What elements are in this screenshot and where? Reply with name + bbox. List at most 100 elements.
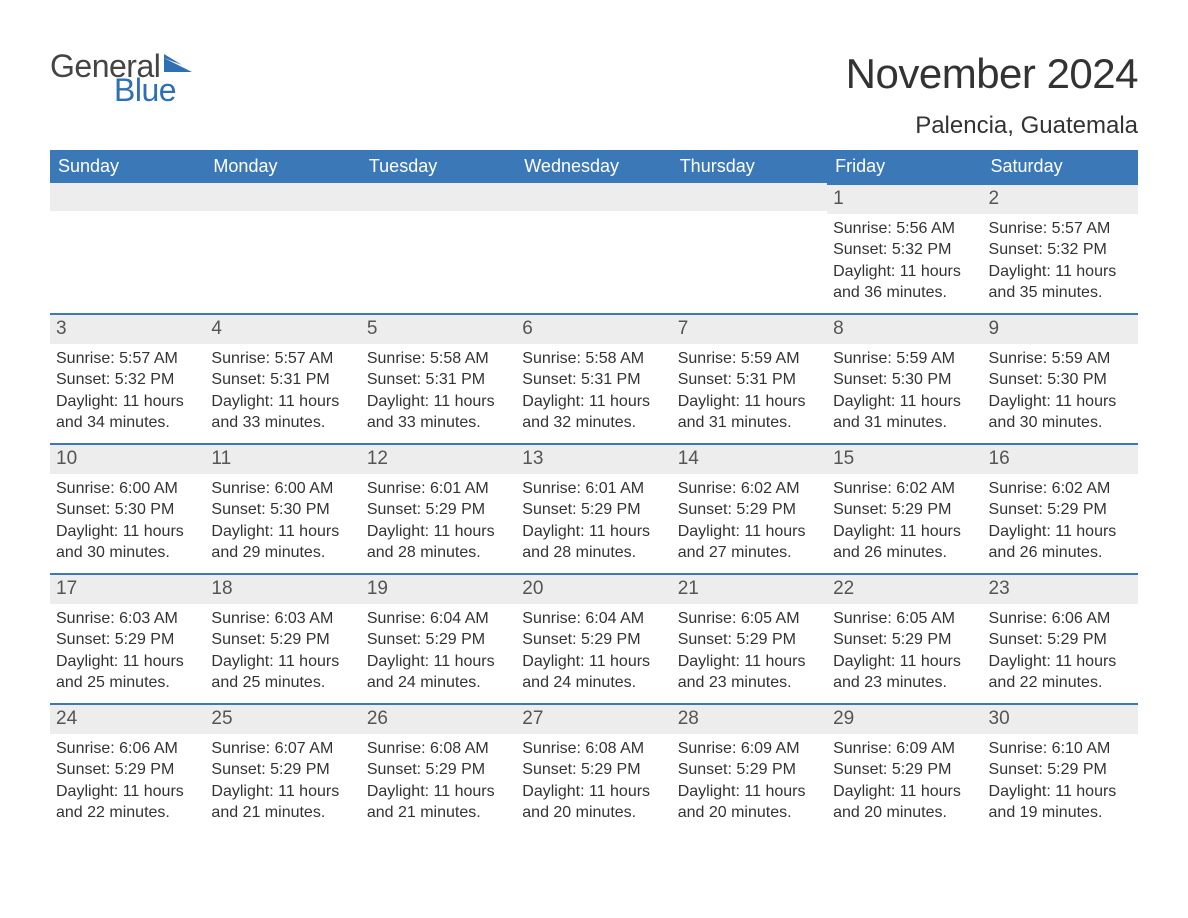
dl2-line: and 25 minutes. bbox=[211, 672, 354, 694]
sunrise-line: Sunrise: 5:59 AM bbox=[833, 348, 976, 370]
calendar-day-cell: 11Sunrise: 6:00 AMSunset: 5:30 PMDayligh… bbox=[205, 443, 360, 573]
day-number: 20 bbox=[516, 573, 671, 604]
sunset-line: Sunset: 5:29 PM bbox=[367, 629, 510, 651]
day-number: 14 bbox=[672, 443, 827, 474]
day-number: 12 bbox=[361, 443, 516, 474]
calendar-week-row: 1Sunrise: 5:56 AMSunset: 5:32 PMDaylight… bbox=[50, 183, 1138, 313]
dl2-line: and 21 minutes. bbox=[367, 802, 510, 824]
empty-day-bar bbox=[672, 183, 827, 211]
sunset-line: Sunset: 5:32 PM bbox=[989, 239, 1132, 261]
weekday-header: Sunday bbox=[50, 150, 205, 183]
dl1-line: Daylight: 11 hours bbox=[989, 781, 1132, 803]
sunrise-line: Sunrise: 6:07 AM bbox=[211, 738, 354, 760]
calendar-week-row: 10Sunrise: 6:00 AMSunset: 5:30 PMDayligh… bbox=[50, 443, 1138, 573]
sunset-line: Sunset: 5:29 PM bbox=[211, 629, 354, 651]
sunrise-line: Sunrise: 6:00 AM bbox=[211, 478, 354, 500]
calendar-day-cell: 2Sunrise: 5:57 AMSunset: 5:32 PMDaylight… bbox=[983, 183, 1138, 313]
day-details: Sunrise: 6:09 AMSunset: 5:29 PMDaylight:… bbox=[672, 734, 827, 830]
sunset-line: Sunset: 5:30 PM bbox=[211, 499, 354, 521]
sunrise-line: Sunrise: 5:59 AM bbox=[989, 348, 1132, 370]
sunrise-line: Sunrise: 6:08 AM bbox=[367, 738, 510, 760]
sunset-line: Sunset: 5:29 PM bbox=[367, 499, 510, 521]
dl1-line: Daylight: 11 hours bbox=[989, 651, 1132, 673]
day-number: 11 bbox=[205, 443, 360, 474]
dl1-line: Daylight: 11 hours bbox=[56, 521, 199, 543]
day-details: Sunrise: 5:59 AMSunset: 5:30 PMDaylight:… bbox=[983, 344, 1138, 440]
dl2-line: and 19 minutes. bbox=[989, 802, 1132, 824]
day-number: 24 bbox=[50, 703, 205, 734]
sunrise-line: Sunrise: 5:57 AM bbox=[211, 348, 354, 370]
day-details: Sunrise: 6:01 AMSunset: 5:29 PMDaylight:… bbox=[516, 474, 671, 570]
calendar-day-cell: 29Sunrise: 6:09 AMSunset: 5:29 PMDayligh… bbox=[827, 703, 982, 833]
day-details: Sunrise: 6:05 AMSunset: 5:29 PMDaylight:… bbox=[672, 604, 827, 700]
sunrise-line: Sunrise: 5:57 AM bbox=[989, 218, 1132, 240]
sunset-line: Sunset: 5:29 PM bbox=[833, 759, 976, 781]
empty-day-bar bbox=[516, 183, 671, 211]
day-number: 7 bbox=[672, 313, 827, 344]
dl2-line: and 20 minutes. bbox=[678, 802, 821, 824]
sunrise-line: Sunrise: 6:10 AM bbox=[989, 738, 1132, 760]
calendar-day-cell: 20Sunrise: 6:04 AMSunset: 5:29 PMDayligh… bbox=[516, 573, 671, 703]
day-number: 21 bbox=[672, 573, 827, 604]
sunrise-line: Sunrise: 5:58 AM bbox=[522, 348, 665, 370]
day-details: Sunrise: 5:57 AMSunset: 5:32 PMDaylight:… bbox=[983, 214, 1138, 310]
dl1-line: Daylight: 11 hours bbox=[833, 391, 976, 413]
dl1-line: Daylight: 11 hours bbox=[989, 391, 1132, 413]
day-details: Sunrise: 5:59 AMSunset: 5:31 PMDaylight:… bbox=[672, 344, 827, 440]
sunset-line: Sunset: 5:30 PM bbox=[56, 499, 199, 521]
weekday-header: Monday bbox=[205, 150, 360, 183]
month-title: November 2024 bbox=[846, 50, 1138, 98]
sunrise-line: Sunrise: 6:04 AM bbox=[367, 608, 510, 630]
dl1-line: Daylight: 11 hours bbox=[56, 781, 199, 803]
sunrise-line: Sunrise: 6:06 AM bbox=[989, 608, 1132, 630]
day-details: Sunrise: 5:59 AMSunset: 5:30 PMDaylight:… bbox=[827, 344, 982, 440]
sunrise-line: Sunrise: 6:05 AM bbox=[833, 608, 976, 630]
day-details: Sunrise: 5:56 AMSunset: 5:32 PMDaylight:… bbox=[827, 214, 982, 310]
dl1-line: Daylight: 11 hours bbox=[56, 651, 199, 673]
sunset-line: Sunset: 5:31 PM bbox=[522, 369, 665, 391]
sunset-line: Sunset: 5:31 PM bbox=[678, 369, 821, 391]
calendar-day-cell: 21Sunrise: 6:05 AMSunset: 5:29 PMDayligh… bbox=[672, 573, 827, 703]
dl1-line: Daylight: 11 hours bbox=[211, 391, 354, 413]
sunset-line: Sunset: 5:29 PM bbox=[56, 759, 199, 781]
day-details: Sunrise: 6:00 AMSunset: 5:30 PMDaylight:… bbox=[50, 474, 205, 570]
sunrise-line: Sunrise: 6:00 AM bbox=[56, 478, 199, 500]
sunset-line: Sunset: 5:29 PM bbox=[522, 759, 665, 781]
day-details: Sunrise: 6:08 AMSunset: 5:29 PMDaylight:… bbox=[361, 734, 516, 830]
sunset-line: Sunset: 5:29 PM bbox=[833, 499, 976, 521]
day-number: 22 bbox=[827, 573, 982, 604]
day-details: Sunrise: 6:04 AMSunset: 5:29 PMDaylight:… bbox=[516, 604, 671, 700]
calendar-day-cell: 7Sunrise: 5:59 AMSunset: 5:31 PMDaylight… bbox=[672, 313, 827, 443]
dl1-line: Daylight: 11 hours bbox=[678, 781, 821, 803]
sunrise-line: Sunrise: 6:09 AM bbox=[678, 738, 821, 760]
dl2-line: and 24 minutes. bbox=[367, 672, 510, 694]
calendar-table: Sunday Monday Tuesday Wednesday Thursday… bbox=[50, 150, 1138, 833]
calendar-day-cell: 4Sunrise: 5:57 AMSunset: 5:31 PMDaylight… bbox=[205, 313, 360, 443]
sunset-line: Sunset: 5:29 PM bbox=[56, 629, 199, 651]
calendar-day-cell: 1Sunrise: 5:56 AMSunset: 5:32 PMDaylight… bbox=[827, 183, 982, 313]
day-number: 15 bbox=[827, 443, 982, 474]
calendar-day-cell: 22Sunrise: 6:05 AMSunset: 5:29 PMDayligh… bbox=[827, 573, 982, 703]
calendar-day-cell: 8Sunrise: 5:59 AMSunset: 5:30 PMDaylight… bbox=[827, 313, 982, 443]
location-label: Palencia, Guatemala bbox=[846, 112, 1138, 140]
calendar-day-cell: 19Sunrise: 6:04 AMSunset: 5:29 PMDayligh… bbox=[361, 573, 516, 703]
calendar-day-cell: 27Sunrise: 6:08 AMSunset: 5:29 PMDayligh… bbox=[516, 703, 671, 833]
day-details: Sunrise: 6:02 AMSunset: 5:29 PMDaylight:… bbox=[827, 474, 982, 570]
calendar-day-cell bbox=[672, 183, 827, 313]
dl2-line: and 25 minutes. bbox=[56, 672, 199, 694]
dl2-line: and 20 minutes. bbox=[522, 802, 665, 824]
dl2-line: and 35 minutes. bbox=[989, 282, 1132, 304]
day-details: Sunrise: 5:58 AMSunset: 5:31 PMDaylight:… bbox=[361, 344, 516, 440]
dl2-line: and 32 minutes. bbox=[522, 412, 665, 434]
day-details: Sunrise: 5:57 AMSunset: 5:31 PMDaylight:… bbox=[205, 344, 360, 440]
calendar-day-cell bbox=[516, 183, 671, 313]
dl1-line: Daylight: 11 hours bbox=[522, 781, 665, 803]
day-details: Sunrise: 6:06 AMSunset: 5:29 PMDaylight:… bbox=[983, 604, 1138, 700]
calendar-week-row: 24Sunrise: 6:06 AMSunset: 5:29 PMDayligh… bbox=[50, 703, 1138, 833]
day-number: 26 bbox=[361, 703, 516, 734]
dl1-line: Daylight: 11 hours bbox=[211, 651, 354, 673]
weekday-header: Wednesday bbox=[516, 150, 671, 183]
calendar-day-cell: 13Sunrise: 6:01 AMSunset: 5:29 PMDayligh… bbox=[516, 443, 671, 573]
sunset-line: Sunset: 5:32 PM bbox=[56, 369, 199, 391]
day-details: Sunrise: 6:07 AMSunset: 5:29 PMDaylight:… bbox=[205, 734, 360, 830]
